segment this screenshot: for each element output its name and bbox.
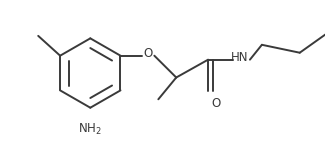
Text: O: O — [144, 47, 153, 60]
Text: O: O — [212, 97, 221, 110]
Text: NH$_2$: NH$_2$ — [79, 122, 102, 137]
Text: HN: HN — [231, 51, 249, 64]
